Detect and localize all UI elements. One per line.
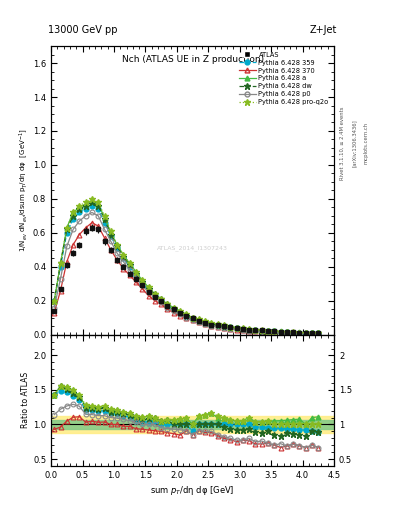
- Text: mcplots.cern.ch: mcplots.cern.ch: [364, 122, 369, 164]
- Text: [arXiv:1306.3436]: [arXiv:1306.3436]: [352, 119, 357, 167]
- Text: Nch (ATLAS UE in Z production): Nch (ATLAS UE in Z production): [121, 55, 264, 63]
- Legend: ATLAS, Pythia 6.428 359, Pythia 6.428 370, Pythia 6.428 a, Pythia 6.428 dw, Pyth: ATLAS, Pythia 6.428 359, Pythia 6.428 37…: [237, 50, 331, 108]
- Text: Z+Jet: Z+Jet: [310, 25, 337, 34]
- Bar: [51, 416, 334, 433]
- Text: 13000 GeV pp: 13000 GeV pp: [48, 25, 118, 34]
- Y-axis label: Ratio to ATLAS: Ratio to ATLAS: [21, 372, 30, 429]
- X-axis label: sum $p_T$/dη dφ [GeV]: sum $p_T$/dη dφ [GeV]: [151, 484, 235, 497]
- Y-axis label: 1/N$_{ev}$ dN$_{ev}$/dsum p$_T$/dη dφ  [GeV$^{-1}$]: 1/N$_{ev}$ dN$_{ev}$/dsum p$_T$/dη dφ [G…: [17, 129, 30, 252]
- Bar: [51, 420, 334, 429]
- Text: ATLAS_2014_I1307243: ATLAS_2014_I1307243: [157, 245, 228, 251]
- Text: Rivet 3.1.10, ≥ 2.4M events: Rivet 3.1.10, ≥ 2.4M events: [340, 106, 345, 180]
